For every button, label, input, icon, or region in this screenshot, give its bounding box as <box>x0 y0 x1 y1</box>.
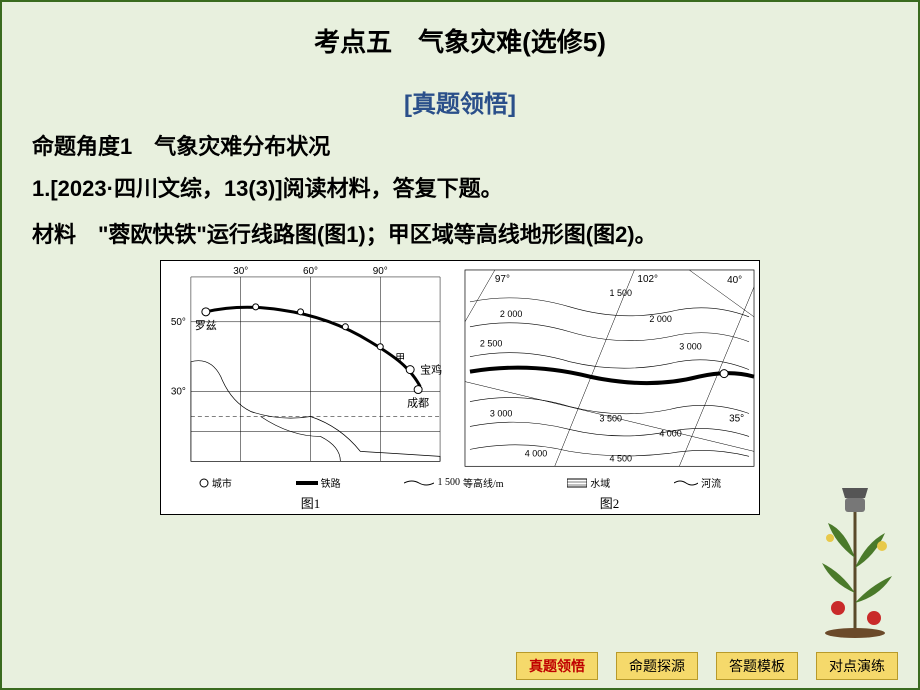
svg-text:30°: 30° <box>171 387 186 398</box>
svg-text:102°: 102° <box>637 274 658 285</box>
nav-mingti[interactable]: 命题探源 <box>616 652 698 680</box>
nav-zhenti[interactable]: 真题领悟 <box>516 652 598 680</box>
caption-map1: 图1 <box>161 493 460 514</box>
legend-rail: 铁路 <box>296 475 341 490</box>
svg-text:60°: 60° <box>303 266 318 277</box>
svg-text:3 500: 3 500 <box>600 414 622 424</box>
legend-city: 城市 <box>199 475 232 490</box>
figure-captions: 图1 图2 <box>161 493 759 514</box>
svg-text:30°: 30° <box>233 266 248 277</box>
plant-decoration-icon <box>810 468 900 638</box>
material-text: 材料 "蓉欧快铁"运行线路图(图1)；甲区域等高线地形图(图2)。 <box>32 215 888 255</box>
page-title: 考点五 气象灾难(选修5) <box>32 22 888 59</box>
question-reference: 1.[2023·四川文综，13(3)]阅读材料，答复下题。 <box>32 169 888 209</box>
svg-text:2 000: 2 000 <box>649 314 671 324</box>
map-2: 97° 102° 40° 35° 1 500 2 000 2 <box>460 261 759 472</box>
svg-text:成都: 成都 <box>407 397 429 410</box>
svg-text:97°: 97° <box>495 274 510 285</box>
angle-heading: 命题角度1 气象灾难分布状况 <box>32 129 888 161</box>
figure-legend: 城市 铁路 1 500 等高线/m 水域 河流 <box>161 472 759 493</box>
legend-contour: 1 500 等高线/m <box>404 475 503 490</box>
maps-row: 30° 60° 90° 50° 30° <box>161 261 759 472</box>
svg-text:4 000: 4 000 <box>525 449 547 459</box>
svg-text:3 000: 3 000 <box>490 409 512 419</box>
caption-map2: 图2 <box>460 493 759 514</box>
svg-text:90°: 90° <box>373 266 388 277</box>
svg-text:35°: 35° <box>729 414 744 425</box>
svg-text:4 500: 4 500 <box>610 454 632 464</box>
nav-duidian[interactable]: 对点演练 <box>816 652 898 680</box>
section-subtitle: [真题领悟] <box>32 84 888 119</box>
svg-text:1 500: 1 500 <box>610 288 632 298</box>
svg-text:2 000: 2 000 <box>500 309 522 319</box>
svg-text:40°: 40° <box>727 275 742 286</box>
svg-text:2 500: 2 500 <box>480 339 502 349</box>
map-1: 30° 60° 90° 50° 30° <box>161 261 460 472</box>
svg-text:4 000: 4 000 <box>659 429 681 439</box>
svg-text:罗兹: 罗兹 <box>195 319 217 332</box>
bottom-nav: 真题领悟 命题探源 答题模板 对点演练 <box>516 652 898 680</box>
nav-dati[interactable]: 答题模板 <box>716 652 798 680</box>
svg-text:宝鸡: 宝鸡 <box>420 363 442 377</box>
svg-text:50°: 50° <box>171 317 186 328</box>
legend-water: 水域 <box>567 475 610 490</box>
legend-river: 河流 <box>674 475 721 490</box>
svg-text:3 000: 3 000 <box>679 342 701 352</box>
slide-frame: 考点五 气象灾难(选修5) [真题领悟] 命题角度1 气象灾难分布状况 1.[2… <box>0 0 920 690</box>
svg-text:甲: 甲 <box>395 354 405 365</box>
figure-container: 30° 60° 90° 50° 30° <box>160 260 760 515</box>
